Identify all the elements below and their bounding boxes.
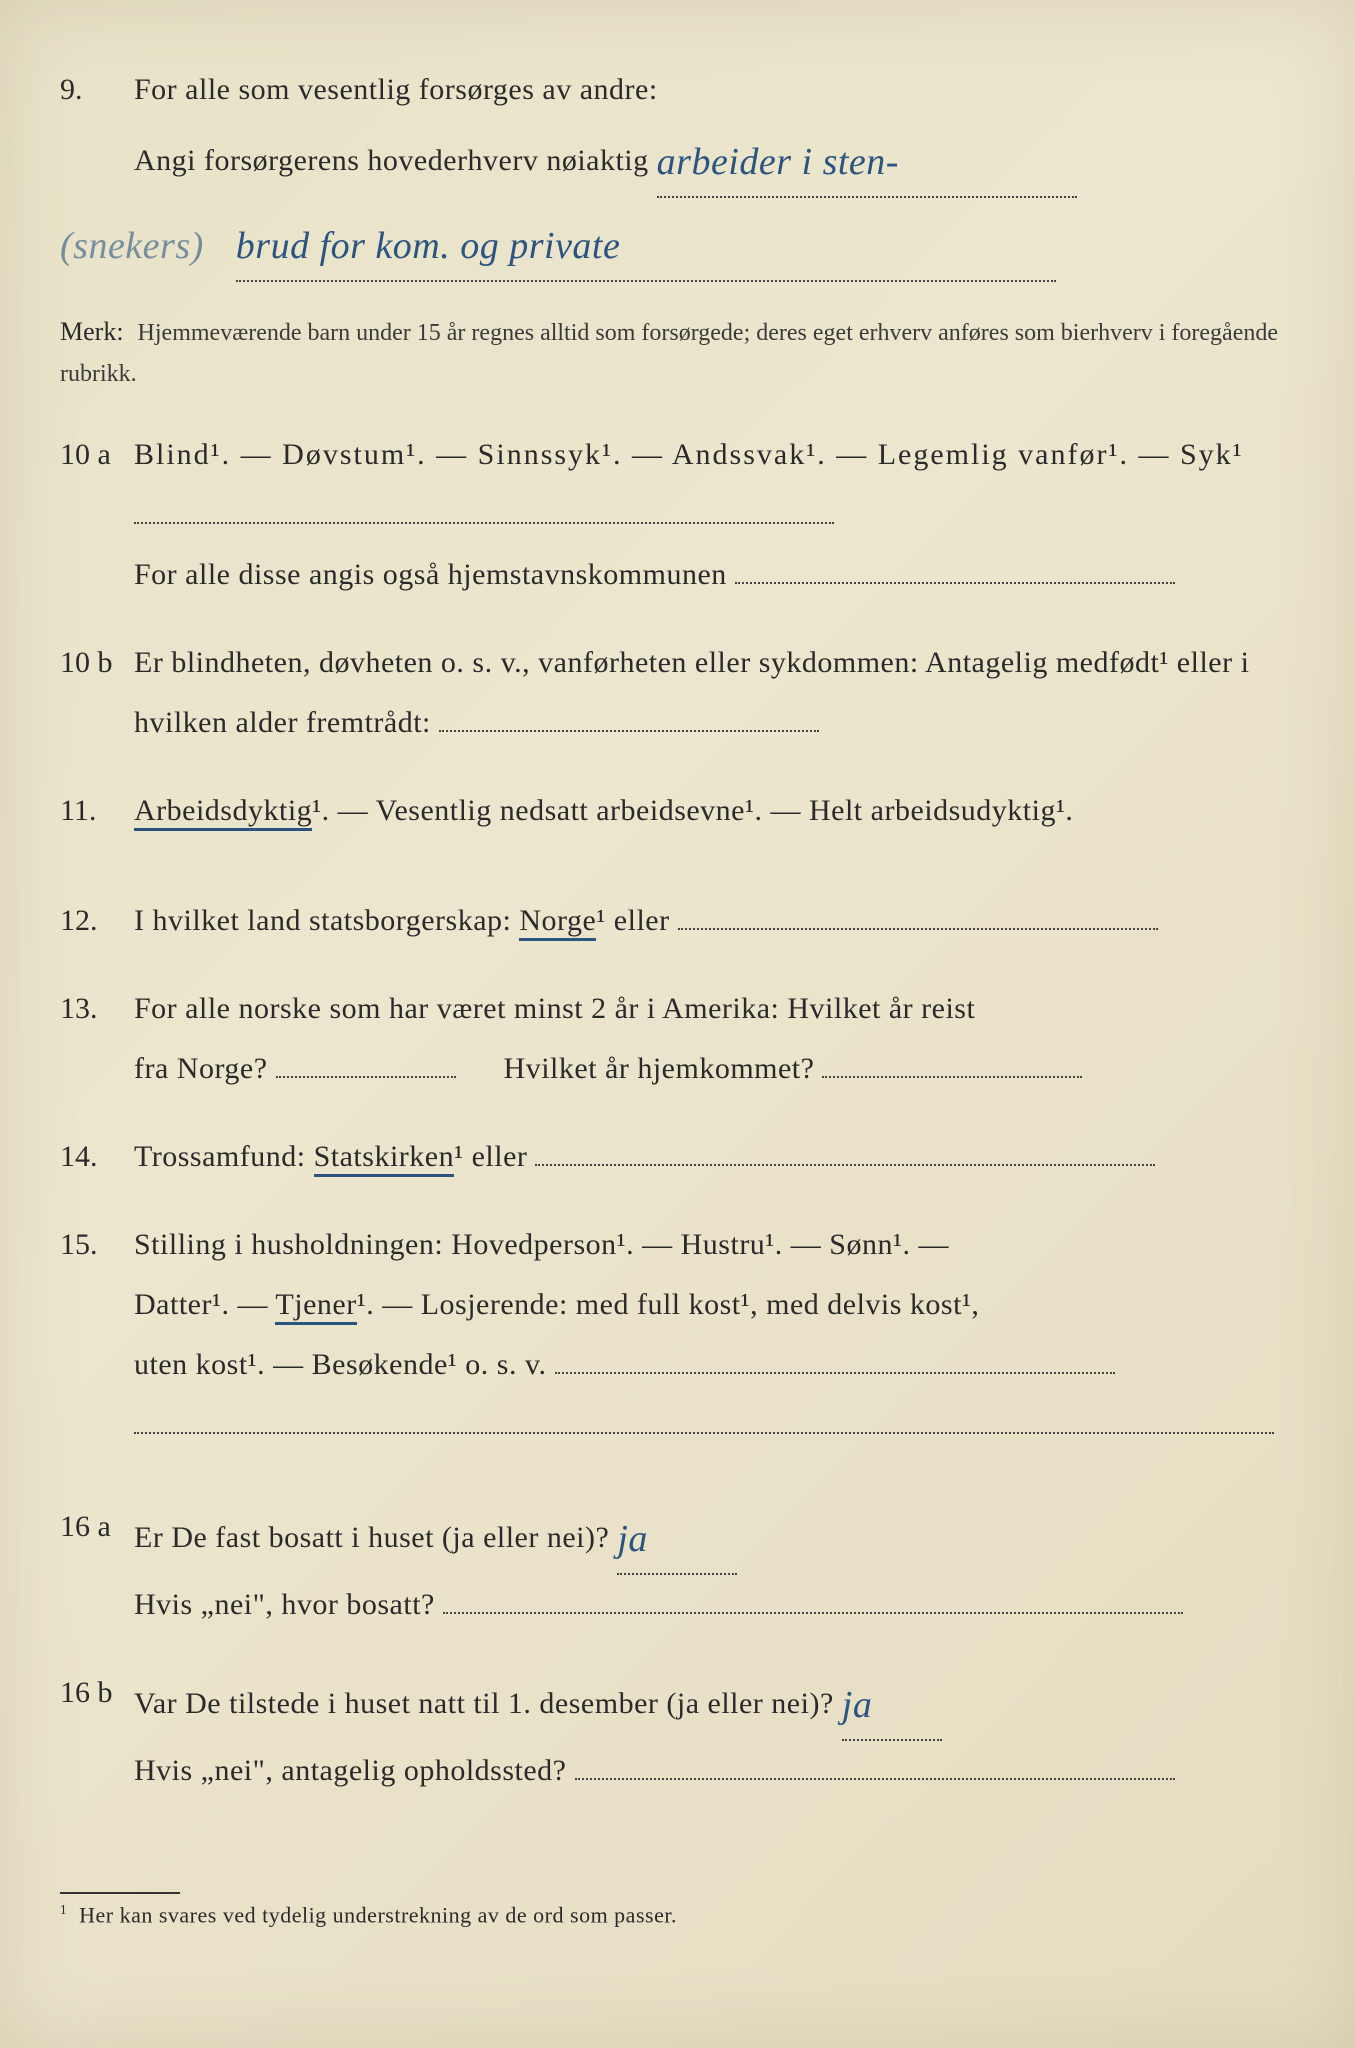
q16b-blank2 <box>575 1778 1175 1780</box>
q9-blank2: brud for kom. og private <box>236 204 1056 282</box>
q16a-q2: Hvis „nei", hvor bosatt? <box>134 1588 435 1621</box>
q13-line2b: Hvilket år hjemkommet? <box>504 1052 815 1085</box>
question-16a: 16 a Er De fast bosatt i huset (ja eller… <box>60 1497 1315 1635</box>
q10a-number: 10 a <box>60 425 130 485</box>
q15-line2b: ¹. — Losjerende: med full kost¹, med del… <box>357 1288 980 1321</box>
q16b-blank1: ja <box>842 1663 942 1741</box>
q16a-blank1: ja <box>617 1497 737 1575</box>
q13-line2a: fra Norge? <box>134 1052 268 1085</box>
footnote-area: 1 Her kan svares ved tydelig understrekn… <box>60 1892 1295 1928</box>
q9-line1: For alle som vesentlig forsørges av andr… <box>134 73 658 106</box>
q9-blank1: arbeider i sten- <box>657 120 1077 198</box>
merk-text: Hjemmeværende barn under 15 år regnes al… <box>60 320 1278 387</box>
question-16b: 16 b Var De tilstede i huset natt til 1.… <box>60 1663 1315 1801</box>
q12-prefix: I hvilket land statsborgerskap: <box>134 904 519 937</box>
question-11: 11. Arbeidsdyktig¹. — Vesentlig nedsatt … <box>60 781 1315 841</box>
q16a-body: Er De fast bosatt i huset (ja eller nei)… <box>134 1497 1309 1635</box>
q16a-q1: Er De fast bosatt i huset (ja eller nei)… <box>134 1521 609 1554</box>
q16b-number: 16 b <box>60 1663 130 1723</box>
q13-number: 13. <box>60 979 130 1039</box>
q16b-q1: Var De tilstede i huset natt til 1. dese… <box>134 1687 834 1720</box>
q9-handwriting-2b: brud for kom. og private <box>236 225 621 267</box>
question-12: 12. I hvilket land statsborgerskap: Norg… <box>60 891 1315 951</box>
question-14: 14. Trossamfund: Statskirken¹ eller <box>60 1127 1315 1187</box>
q16b-body: Var De tilstede i huset natt til 1. dese… <box>134 1663 1309 1801</box>
q10b-body: Er blindheten, døvheten o. s. v., vanfør… <box>134 633 1309 753</box>
census-form-page: 9. For alle som vesentlig forsørges av a… <box>0 0 1355 2048</box>
q16b-answer: ja <box>842 1684 873 1726</box>
q13-blank2 <box>822 1076 1082 1078</box>
q10a-blank1 <box>134 522 834 524</box>
q10a-body: Blind¹. — Døvstum¹. — Sinnssyk¹. — Andss… <box>134 425 1309 605</box>
q16a-number: 16 a <box>60 1497 130 1557</box>
q14-body: Trossamfund: Statskirken¹ eller <box>134 1127 1309 1187</box>
footnote-marker: 1 <box>60 1902 67 1917</box>
question-15: 15. Stilling i husholdningen: Hovedperso… <box>60 1215 1315 1455</box>
question-10b: 10 b Er blindheten, døvheten o. s. v., v… <box>60 633 1315 753</box>
q9-handwriting-1: arbeider i sten- <box>657 141 899 183</box>
q15-line1: Stilling i husholdningen: Hovedperson¹. … <box>134 1228 949 1261</box>
q14-suffix: ¹ eller <box>454 1140 527 1173</box>
q15-selected: Tjener <box>275 1288 356 1325</box>
q14-selected: Statskirken <box>314 1140 455 1177</box>
q11-body: Arbeidsdyktig¹. — Vesentlig nedsatt arbe… <box>134 781 1309 841</box>
q13-body: For alle norske som har været minst 2 år… <box>134 979 1309 1099</box>
q15-blank1 <box>555 1372 1115 1374</box>
q14-blank <box>535 1164 1155 1166</box>
q12-blank <box>678 928 1158 930</box>
q12-selected: Norge <box>519 904 596 941</box>
q10a-line2: For alle disse angis også hjemstavnskomm… <box>134 558 727 591</box>
q11-selected: Arbeidsdyktig <box>134 794 312 831</box>
question-10a: 10 a Blind¹. — Døvstum¹. — Sinnssyk¹. — … <box>60 425 1315 605</box>
q15-blank2 <box>134 1432 1274 1434</box>
q11-number: 11. <box>60 781 130 841</box>
q10a-options: Blind¹. — Døvstum¹. — Sinnssyk¹. — Andss… <box>134 438 1244 471</box>
q11-rest: ¹. — Vesentlig nedsatt arbeidsevne¹. — H… <box>312 794 1073 827</box>
q12-body: I hvilket land statsborgerskap: Norge¹ e… <box>134 891 1309 951</box>
q9-body: For alle som vesentlig forsørges av andr… <box>134 60 1309 198</box>
q15-body: Stilling i husholdningen: Hovedperson¹. … <box>134 1215 1309 1455</box>
footnote-rule <box>60 1892 180 1894</box>
q10b-text: Er blindheten, døvheten o. s. v., vanfør… <box>134 646 1249 739</box>
q9-handwriting-2a: (snekers) <box>60 225 204 267</box>
q10b-blank <box>439 730 819 732</box>
q16a-answer: ja <box>617 1518 648 1560</box>
q16b-q2: Hvis „nei", antagelig opholdssted? <box>134 1754 567 1787</box>
q14-number: 14. <box>60 1127 130 1187</box>
q9-number: 9. <box>60 60 130 120</box>
q16a-blank2 <box>443 1612 1183 1614</box>
q10a-blank2 <box>735 582 1175 584</box>
q12-suffix: ¹ eller <box>596 904 669 937</box>
question-13: 13. For alle norske som har været minst … <box>60 979 1315 1099</box>
q15-number: 15. <box>60 1215 130 1275</box>
footnote: 1 Her kan svares ved tydelig understrekn… <box>60 1902 1295 1928</box>
q13-line1: For alle norske som har været minst 2 år… <box>134 992 975 1025</box>
merk-note: Merk: Hjemmeværende barn under 15 år reg… <box>60 310 1315 395</box>
q9-line3: (snekers) brud for kom. og private <box>60 204 1315 282</box>
q15-line2a: Datter¹. — <box>134 1288 275 1321</box>
q14-prefix: Trossamfund: <box>134 1140 314 1173</box>
question-9: 9. For alle som vesentlig forsørges av a… <box>60 60 1315 282</box>
q12-number: 12. <box>60 891 130 951</box>
q13-blank1 <box>276 1076 456 1078</box>
q15-line3: uten kost¹. — Besøkende¹ o. s. v. <box>134 1348 547 1381</box>
merk-label: Merk: <box>60 317 124 346</box>
q10b-number: 10 b <box>60 633 130 693</box>
q9-line2-prefix: Angi forsørgerens hovederhverv nøiaktig <box>134 144 649 177</box>
footnote-text: Her kan svares ved tydelig understreknin… <box>79 1902 677 1927</box>
